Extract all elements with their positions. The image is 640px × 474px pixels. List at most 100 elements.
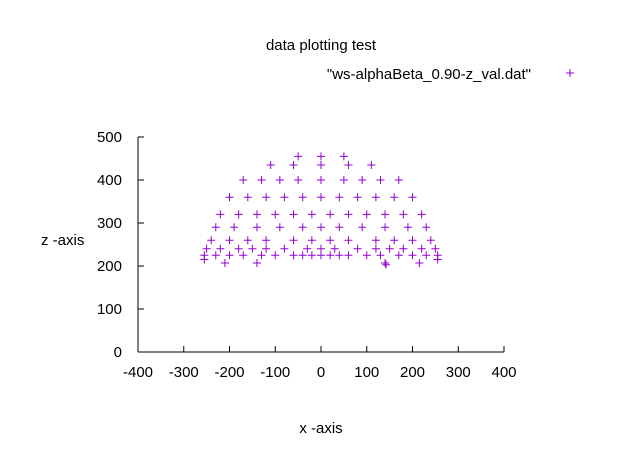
data-point	[317, 152, 325, 161]
data-point	[344, 251, 353, 260]
data-point	[262, 236, 271, 245]
data-point	[230, 223, 239, 232]
data-point	[403, 223, 412, 232]
data-point	[298, 251, 307, 260]
data-point	[399, 244, 408, 253]
data-point	[344, 236, 353, 245]
x-tick-label: 200	[400, 364, 425, 381]
data-point	[362, 251, 371, 260]
data-point	[262, 193, 271, 202]
data-point	[307, 251, 316, 260]
data-point	[422, 223, 431, 232]
data-point	[294, 176, 303, 184]
data-point	[408, 236, 417, 245]
data-point	[289, 160, 298, 169]
data-point	[234, 210, 243, 219]
data-point	[376, 251, 385, 260]
data-point	[275, 176, 284, 184]
data-point	[317, 176, 325, 184]
y-tick-label: 200	[97, 258, 122, 275]
x-tick-label: 300	[446, 364, 471, 381]
data-point	[417, 244, 426, 253]
data-point	[220, 258, 229, 267]
data-point	[417, 210, 426, 219]
y-tick-label: 500	[97, 129, 122, 146]
data-point	[234, 244, 243, 253]
data-point	[257, 251, 266, 260]
data-point	[385, 244, 394, 253]
data-point	[271, 251, 280, 260]
data-point	[339, 176, 348, 184]
data-point	[275, 223, 284, 232]
y-tick-label: 300	[97, 215, 122, 232]
data-point	[280, 244, 289, 253]
x-ticks: -400 -300 -200 -100 0 100 200 300 400	[123, 346, 517, 381]
data-point	[266, 160, 275, 169]
data-point	[371, 193, 380, 202]
x-tick-label: 400	[491, 364, 516, 381]
data-point	[317, 193, 325, 202]
data-point	[207, 236, 216, 245]
data-point	[216, 244, 225, 253]
data-point	[399, 210, 408, 219]
data-point	[248, 244, 257, 253]
data-point	[353, 244, 362, 253]
data-point	[381, 260, 390, 269]
y-tick-label: 0	[114, 344, 122, 361]
data-point	[415, 258, 424, 267]
data-point	[317, 160, 325, 169]
data-point	[362, 210, 371, 219]
data-point	[317, 223, 325, 232]
data-point	[243, 193, 252, 202]
data-points	[200, 152, 442, 269]
data-point	[257, 176, 266, 184]
data-point	[408, 193, 417, 202]
y-tick-label: 400	[97, 172, 122, 189]
data-point	[330, 244, 339, 253]
data-point	[431, 244, 440, 253]
x-tick-label: -200	[214, 364, 244, 381]
data-point	[252, 210, 261, 219]
data-point	[298, 223, 307, 232]
data-point	[326, 251, 335, 260]
x-tick-label: 100	[354, 364, 379, 381]
data-point	[335, 223, 344, 232]
data-point	[344, 160, 353, 169]
data-point	[252, 258, 261, 267]
data-point	[433, 251, 442, 260]
data-point	[353, 193, 362, 202]
data-point	[298, 193, 307, 202]
data-point	[381, 258, 390, 267]
data-point	[303, 244, 312, 253]
data-point	[381, 223, 390, 232]
data-point	[335, 193, 344, 202]
y-axis-label: z -axis	[41, 232, 84, 249]
data-point	[381, 210, 390, 219]
data-point	[216, 210, 225, 219]
x-tick-label: -400	[123, 364, 153, 381]
data-point	[335, 251, 344, 260]
data-point	[239, 251, 248, 260]
data-point	[326, 236, 335, 245]
data-point	[339, 152, 348, 161]
data-point	[422, 251, 431, 260]
data-point	[225, 251, 234, 260]
legend-label: "ws-alphaBeta_0.90-z_val.dat"	[327, 66, 531, 83]
data-point	[371, 244, 380, 253]
data-point	[344, 210, 353, 219]
data-point	[243, 236, 252, 245]
data-point	[326, 210, 335, 219]
legend-marker-glyph	[566, 69, 574, 77]
data-point	[289, 210, 298, 219]
data-point	[426, 236, 435, 245]
data-point	[307, 236, 316, 245]
x-tick-label: -100	[260, 364, 290, 381]
data-point	[280, 193, 289, 202]
data-point	[289, 236, 298, 245]
data-point	[225, 236, 234, 245]
x-tick-label: -300	[169, 364, 199, 381]
data-point	[252, 223, 261, 232]
data-point	[408, 251, 417, 260]
x-tick-label: 0	[317, 364, 325, 381]
